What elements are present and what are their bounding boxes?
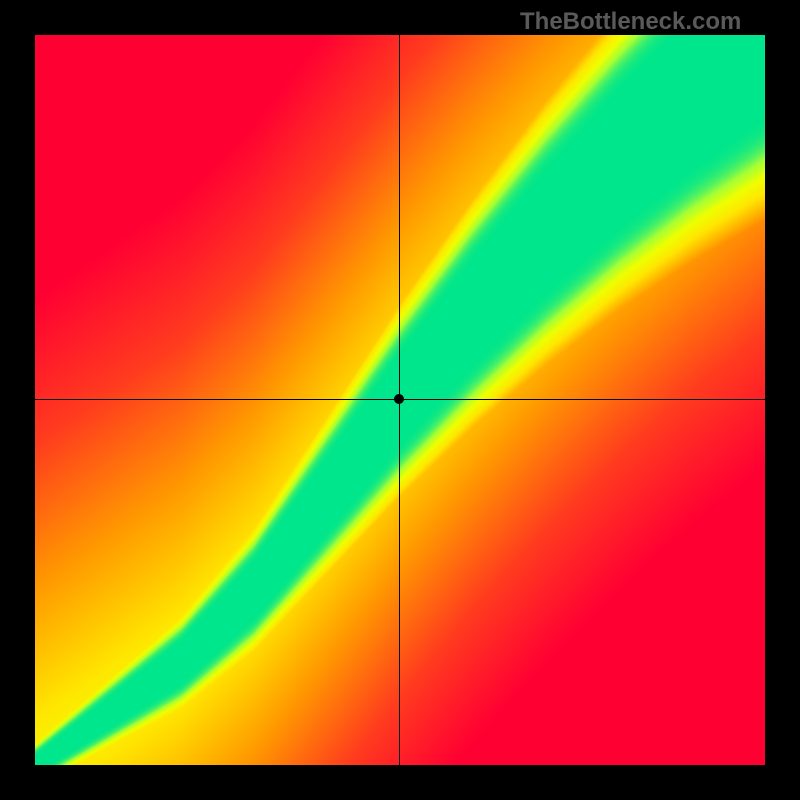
data-point-marker	[394, 394, 404, 404]
watermark-text: TheBottleneck.com	[520, 8, 741, 36]
plot-area	[35, 35, 765, 765]
outer-frame: TheBottleneck.com	[0, 0, 800, 800]
